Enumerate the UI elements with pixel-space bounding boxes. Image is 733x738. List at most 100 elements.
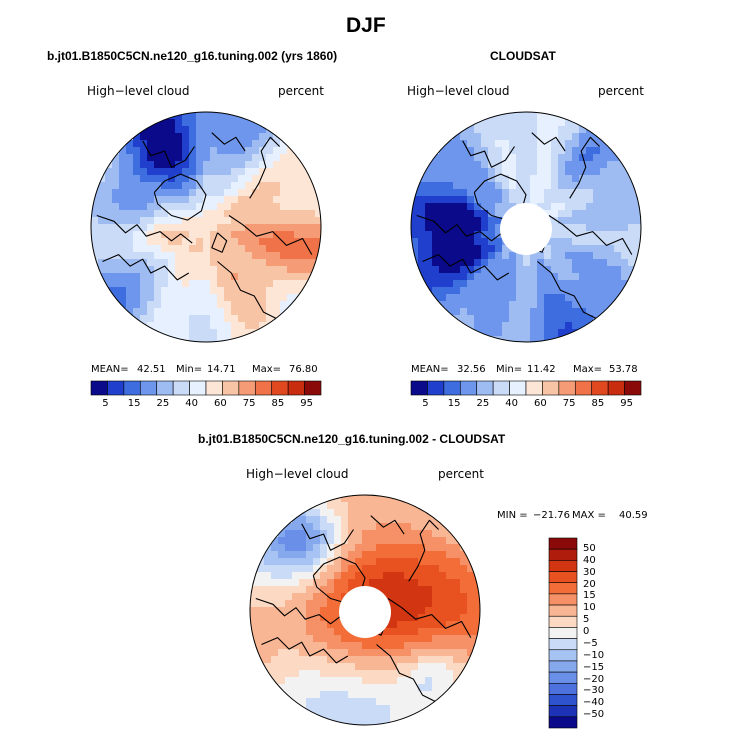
- field-cell: [299, 607, 307, 615]
- field-cell: [341, 579, 349, 587]
- field-cell: [231, 189, 239, 197]
- field-cell: [287, 266, 295, 274]
- field-cell: [252, 273, 260, 281]
- field-cell: [182, 245, 190, 253]
- field-cell: [516, 126, 524, 134]
- colorbar-tick-label: 25: [476, 398, 490, 409]
- colorbar-swatch: [548, 671, 578, 684]
- field-cell: [390, 691, 398, 699]
- field-cell: [425, 663, 433, 671]
- field-cell: [224, 273, 232, 281]
- field-cell: [341, 635, 349, 643]
- field-cell: [614, 182, 622, 190]
- field-cell: [474, 189, 482, 197]
- field-cell: [621, 196, 629, 204]
- field-cell: [112, 231, 120, 239]
- field-cell: [516, 287, 524, 295]
- field-cell: [217, 252, 225, 260]
- field-cell: [369, 558, 377, 566]
- field-cell: [488, 287, 496, 295]
- field-cell: [257, 656, 265, 664]
- field-cell: [355, 649, 363, 657]
- field-cell: [411, 600, 419, 608]
- field-cell: [446, 579, 454, 587]
- field-cell: [411, 614, 419, 622]
- field-cell: [224, 280, 232, 288]
- field-cell: [105, 231, 113, 239]
- field-cell: [551, 140, 559, 148]
- panel-1-max-label: Max=: [252, 364, 282, 375]
- field-cell: [474, 607, 480, 615]
- field-cell: [245, 168, 253, 176]
- field-cell: [383, 530, 391, 538]
- field-cell: [404, 516, 412, 524]
- colorbar-tick-label: 25: [156, 398, 170, 409]
- field-cell: [635, 203, 641, 211]
- field-cell: [383, 656, 391, 664]
- field-cell: [348, 551, 356, 559]
- field-cell: [259, 224, 267, 232]
- field-cell: [348, 579, 356, 587]
- field-cell: [446, 189, 454, 197]
- field-cell: [133, 224, 141, 232]
- colorbar-swatch: [222, 380, 240, 396]
- field-cell: [460, 175, 468, 183]
- field-cell: [161, 245, 169, 253]
- field-cell: [327, 600, 335, 608]
- field-cell: [460, 182, 468, 190]
- field-cell: [154, 133, 162, 141]
- colorbar-swatch: [624, 380, 642, 396]
- field-cell: [224, 217, 232, 225]
- field-cell: [383, 509, 391, 517]
- field-cell: [467, 259, 475, 267]
- field-cell: [523, 133, 531, 141]
- field-cell: [91, 210, 99, 218]
- field-cell: [259, 189, 267, 197]
- field-cell: [432, 642, 440, 650]
- panel-3-min-label: MIN =: [497, 510, 528, 521]
- field-cell: [397, 635, 405, 643]
- field-cell: [278, 586, 286, 594]
- field-cell: [432, 691, 440, 699]
- field-cell: [369, 495, 377, 503]
- field-cell: [628, 196, 636, 204]
- field-cell: [292, 614, 300, 622]
- field-cell: [600, 280, 608, 288]
- field-cell: [341, 544, 349, 552]
- field-cell: [502, 112, 510, 120]
- field-cell: [397, 698, 405, 706]
- field-cell: [355, 670, 363, 678]
- field-cell: [453, 621, 461, 629]
- field-cell: [147, 126, 155, 134]
- field-cell: [579, 259, 587, 267]
- field-cell: [133, 175, 141, 183]
- field-cell: [565, 231, 573, 239]
- field-cell: [621, 210, 629, 218]
- field-cell: [273, 203, 281, 211]
- colorbar-tick-label: 30: [583, 566, 596, 578]
- field-cell: [565, 182, 573, 190]
- field-cell: [516, 329, 524, 337]
- field-cell: [544, 203, 552, 211]
- field-cell: [383, 551, 391, 559]
- panel-2-min-value: 11.42: [527, 364, 556, 375]
- field-cell: [376, 635, 384, 643]
- field-cell: [635, 224, 641, 232]
- field-cell: [502, 119, 510, 127]
- field-cell: [341, 705, 349, 713]
- field-cell: [203, 322, 211, 330]
- field-cell: [607, 245, 615, 253]
- field-cell: [390, 649, 398, 657]
- field-cell: [280, 217, 288, 225]
- field-cell: [453, 579, 461, 587]
- field-cell: [509, 259, 517, 267]
- coastline: [249, 136, 280, 199]
- field-cell: [446, 294, 454, 302]
- field-cell: [600, 175, 608, 183]
- colorbar-tick-label: 60: [214, 398, 227, 409]
- field-cell: [572, 119, 580, 127]
- field-cell: [635, 238, 641, 246]
- field-cell: [439, 287, 447, 295]
- field-cell: [161, 154, 169, 162]
- field-cell: [432, 607, 440, 615]
